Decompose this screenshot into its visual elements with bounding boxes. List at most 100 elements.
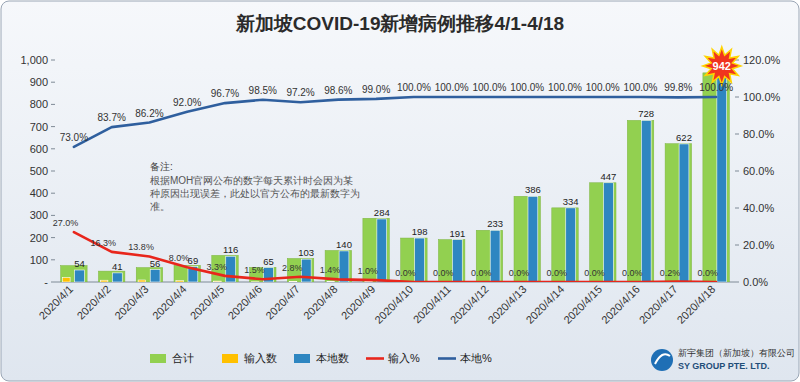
data-label: 100.0%	[548, 82, 582, 93]
x-tick-label: 2020/4/1	[37, 283, 76, 322]
y-tick	[51, 215, 55, 216]
y2-tick-label: 40.0%	[743, 202, 774, 214]
bar	[627, 120, 653, 282]
legend-swatch	[294, 354, 310, 363]
legend-label: 本地%	[460, 352, 492, 364]
data-label: 0.0%	[395, 268, 416, 278]
y-tick	[51, 282, 55, 283]
y2-tick-label: 0.0%	[743, 276, 768, 288]
y2-tick-label: 20.0%	[743, 239, 774, 251]
data-label: 233	[487, 218, 503, 229]
legend-label: 合计	[172, 352, 194, 364]
x-tick-label: 2020/4/3	[112, 283, 151, 322]
data-label: 73.0%	[60, 132, 88, 143]
note-line: 准。	[150, 201, 170, 212]
line	[74, 97, 716, 147]
data-label: 728	[638, 108, 654, 119]
y-tick-label: 600	[30, 143, 48, 155]
data-label: 56	[150, 258, 161, 269]
legend: 合计输入数本地数输入%本地%	[150, 352, 492, 364]
bar	[75, 270, 85, 282]
y2-tick-label: 60.0%	[743, 165, 774, 177]
data-label: 2.8%	[282, 263, 303, 273]
y-tick-label: 800	[30, 98, 48, 110]
x-tick-label: 2020/4/17	[637, 283, 680, 326]
bar	[176, 281, 184, 282]
bar	[327, 281, 335, 282]
y-tick-label: 400	[30, 187, 48, 199]
data-label: 447	[601, 171, 617, 182]
data-label: 3.3%	[206, 262, 227, 272]
bar	[415, 238, 425, 282]
x-tick-label: 2020/4/16	[599, 283, 642, 326]
data-label: 100.0%	[586, 82, 620, 93]
y-tick-label: 900	[30, 76, 48, 88]
data-label: 0.0%	[546, 268, 567, 278]
data-label: 13.8%	[128, 242, 154, 252]
bar	[528, 196, 538, 282]
legend-swatch	[150, 354, 166, 363]
data-label: 622	[676, 132, 692, 143]
y2-tick	[735, 208, 739, 209]
data-label: 942	[713, 60, 731, 72]
note: 根据MOH官网公布的数字每天累计时会因为某种原因出现误差，此处以官方公布的最新数…	[150, 175, 360, 212]
data-label: 0.0%	[509, 268, 530, 278]
bar	[150, 270, 160, 282]
data-label: 54	[74, 258, 85, 269]
y-tick	[51, 148, 55, 149]
y-tick	[51, 126, 55, 127]
bar	[641, 120, 651, 282]
data-label: 284	[374, 207, 390, 218]
bar	[136, 268, 162, 282]
y-tick-label: 100	[30, 254, 48, 266]
data-label: 96.7%	[211, 88, 239, 99]
title: 新加坡COVID-19新增病例推移4/1-4/18	[235, 13, 564, 34]
x-tick-label: 2020/4/15	[561, 283, 604, 326]
logo-mark	[655, 354, 670, 364]
legend-label: 本地数	[316, 352, 349, 364]
data-label: 0.0%	[471, 268, 492, 278]
legend-swatch	[222, 354, 238, 363]
data-label: 0.0%	[584, 268, 605, 278]
y-tick-label: 700	[30, 121, 48, 133]
line	[74, 232, 716, 282]
bar	[703, 73, 729, 282]
x-tick-label: 2020/4/18	[674, 283, 717, 326]
data-label: 99.0%	[362, 84, 390, 95]
logo-text: 新宇集团（新加坡）有限公司	[678, 348, 795, 358]
note-line: 根据MOH官网公布的数字每天累计时会因为某	[150, 175, 353, 186]
y2-tick	[735, 171, 739, 172]
bar	[100, 280, 108, 282]
data-label: 140	[336, 239, 352, 250]
y2-tick-label: 100.0%	[743, 91, 781, 103]
bar	[112, 273, 122, 282]
data-label: 100.0%	[472, 82, 506, 93]
x-tick-label: 2020/4/12	[448, 283, 491, 326]
data-label: 198	[412, 226, 428, 237]
chart: 新加坡COVID-19新增病例推移4/1-4/18-10020030040050…	[0, 0, 800, 382]
data-label: 98.5%	[249, 85, 277, 96]
y2-tick	[735, 134, 739, 135]
bar	[665, 144, 691, 282]
y-tick	[51, 82, 55, 83]
logo-mark	[651, 349, 673, 371]
y-tick-label: 300	[30, 209, 48, 221]
data-label: 334	[563, 196, 579, 207]
legend-label: 输入%	[388, 352, 420, 364]
y2-tick	[735, 245, 739, 246]
x-tick-label: 2020/4/5	[188, 283, 227, 322]
bar	[289, 281, 297, 282]
data-label: 100.0%	[624, 82, 658, 93]
logo-text: SY GROUP PTE. LTD.	[678, 361, 770, 371]
x-tick-label: 2020/4/14	[523, 283, 566, 326]
y2-tick	[735, 97, 739, 98]
note-title: 备注:	[150, 161, 173, 172]
y2-tick	[735, 282, 739, 283]
data-label: 0.0%	[698, 268, 719, 278]
y-tick-label: -	[44, 276, 48, 288]
data-label: 100.0%	[510, 82, 544, 93]
y-tick	[51, 259, 55, 260]
data-label: 116	[223, 244, 238, 255]
bar	[251, 281, 259, 282]
starburst	[703, 47, 741, 85]
